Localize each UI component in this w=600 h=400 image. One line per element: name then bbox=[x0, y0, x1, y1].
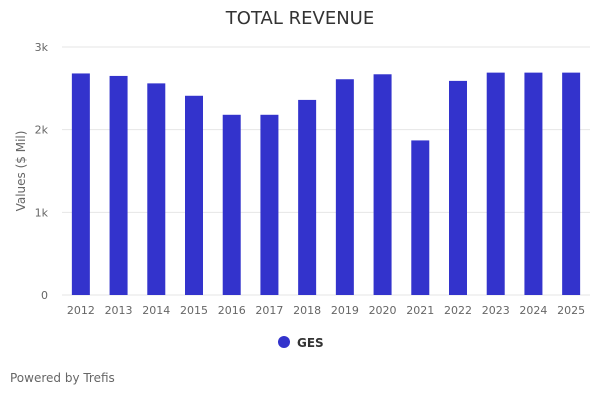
bar-2022[interactable] bbox=[449, 80, 467, 295]
y-tick-label: 0 bbox=[41, 289, 48, 302]
legend[interactable]: GES bbox=[278, 336, 324, 350]
grid bbox=[62, 46, 590, 296]
x-tick-label: 2021 bbox=[406, 304, 434, 317]
x-tick-label: 2025 bbox=[557, 304, 585, 317]
x-tick-label: 2022 bbox=[444, 304, 472, 317]
x-axis-ticks: 2012 2013 2014 2015 2016 2017 2018 2019 2020 2021… bbox=[67, 304, 585, 317]
bar-2025[interactable] bbox=[562, 72, 581, 295]
x-tick-label: 2014 bbox=[142, 304, 170, 317]
y-axis-ticks: 0 1k 2k 3k bbox=[35, 41, 49, 302]
bar-2014[interactable] bbox=[147, 83, 166, 295]
x-tick-label: 2018 bbox=[293, 304, 321, 317]
y-tick-label: 1k bbox=[35, 206, 49, 219]
x-tick-label: 2019 bbox=[331, 304, 359, 317]
x-tick-label: 2020 bbox=[369, 304, 397, 317]
y-tick-label: 3k bbox=[35, 41, 49, 54]
bar-2015[interactable] bbox=[185, 95, 203, 295]
bar-2018[interactable] bbox=[298, 99, 317, 295]
x-tick-label: 2023 bbox=[482, 304, 510, 317]
bar-2012[interactable] bbox=[71, 73, 90, 295]
y-tick-label: 2k bbox=[35, 124, 49, 137]
y-axis-title: Values ($ Mil) bbox=[14, 131, 28, 212]
x-tick-label: 2016 bbox=[218, 304, 246, 317]
x-tick-label: 2017 bbox=[255, 304, 283, 317]
powered-by-credit[interactable]: Powered by Trefis bbox=[10, 371, 115, 385]
bar-2020[interactable] bbox=[373, 74, 392, 295]
bar-2016[interactable] bbox=[222, 114, 241, 295]
bar-2024[interactable] bbox=[524, 72, 543, 295]
x-tick-label: 2013 bbox=[105, 304, 133, 317]
bar-2013[interactable] bbox=[109, 75, 128, 295]
bar-2019[interactable] bbox=[335, 79, 354, 296]
legend-marker-icon[interactable] bbox=[278, 336, 290, 348]
bar-series bbox=[71, 72, 581, 296]
x-tick-label: 2015 bbox=[180, 304, 208, 317]
chart-title: TOTAL REVENUE bbox=[225, 8, 374, 29]
legend-label[interactable]: GES bbox=[297, 336, 324, 350]
bar-2017[interactable] bbox=[260, 114, 279, 295]
bar-2023[interactable] bbox=[486, 72, 505, 295]
x-tick-label: 2024 bbox=[519, 304, 547, 317]
x-tick-label: 2012 bbox=[67, 304, 95, 317]
bar-2021[interactable] bbox=[411, 140, 430, 295]
